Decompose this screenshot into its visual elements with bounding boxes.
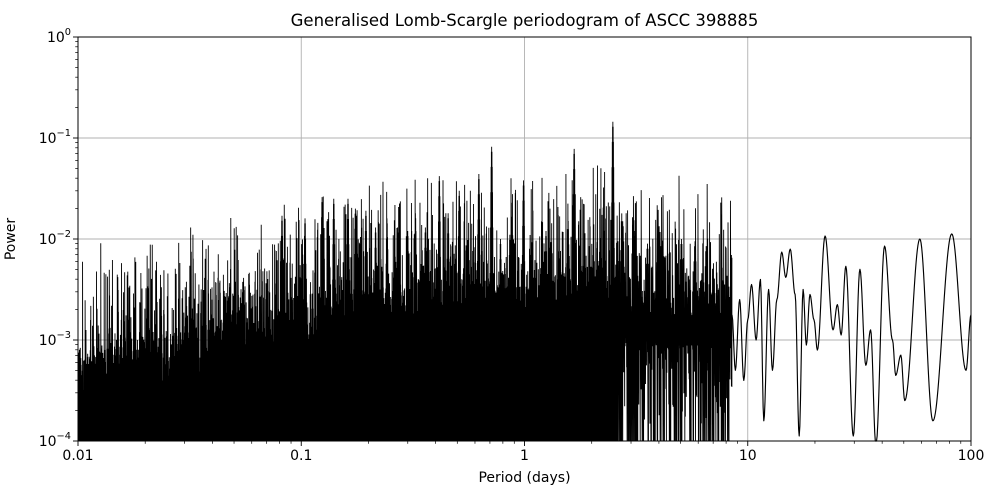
- x-tick-label: 1: [520, 448, 529, 464]
- x-tick-label: 0.1: [290, 448, 312, 464]
- x-tick-label: 0.01: [62, 448, 93, 464]
- series-layer: [77, 121, 972, 442]
- tick-layer: [73, 36, 972, 446]
- periodogram-noise-path: [77, 121, 733, 442]
- y-tick-label: 100: [47, 27, 71, 46]
- x-tick-label: 10: [739, 448, 757, 464]
- chart-title: Generalised Lomb-Scargle periodogram of …: [291, 11, 759, 30]
- y-tick-label: 10−3: [39, 330, 71, 349]
- x-axis-label: Period (days): [478, 470, 570, 486]
- y-axis-label: Power: [3, 218, 19, 261]
- y-tick-label: 10−2: [39, 229, 71, 248]
- y-tick-label: 10−1: [39, 128, 71, 147]
- x-tick-label: 100: [958, 448, 985, 464]
- periodogram-smooth-path: [731, 233, 972, 442]
